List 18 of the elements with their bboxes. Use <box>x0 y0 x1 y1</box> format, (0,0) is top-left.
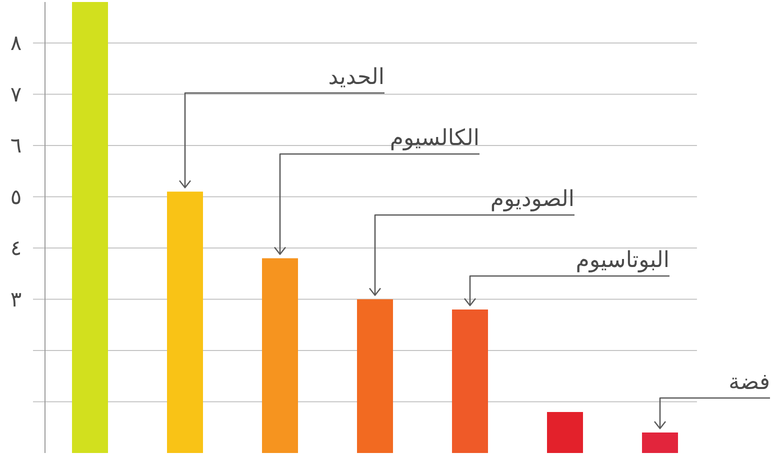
bar <box>167 192 203 453</box>
bar <box>357 299 393 453</box>
y-tick-label: ٥ <box>10 184 22 209</box>
annotation: البوتاسيوم <box>576 248 670 273</box>
y-tick-label: ٧ <box>10 82 22 106</box>
y-tick-label: ٦ <box>10 134 22 158</box>
bar <box>642 432 678 453</box>
annotation: الصوديوم <box>490 187 574 212</box>
y-tick-label: ٤ <box>10 236 22 260</box>
text: فضة <box>728 370 770 395</box>
y-tick-label: ٣ <box>10 287 22 312</box>
annotation: الحديد <box>328 65 384 90</box>
bar <box>547 412 583 453</box>
annotation: الكالسيوم <box>390 126 480 151</box>
bar <box>262 258 298 453</box>
y-tick-label: ٨ <box>10 31 22 55</box>
bar <box>452 310 488 453</box>
bar <box>72 2 108 453</box>
